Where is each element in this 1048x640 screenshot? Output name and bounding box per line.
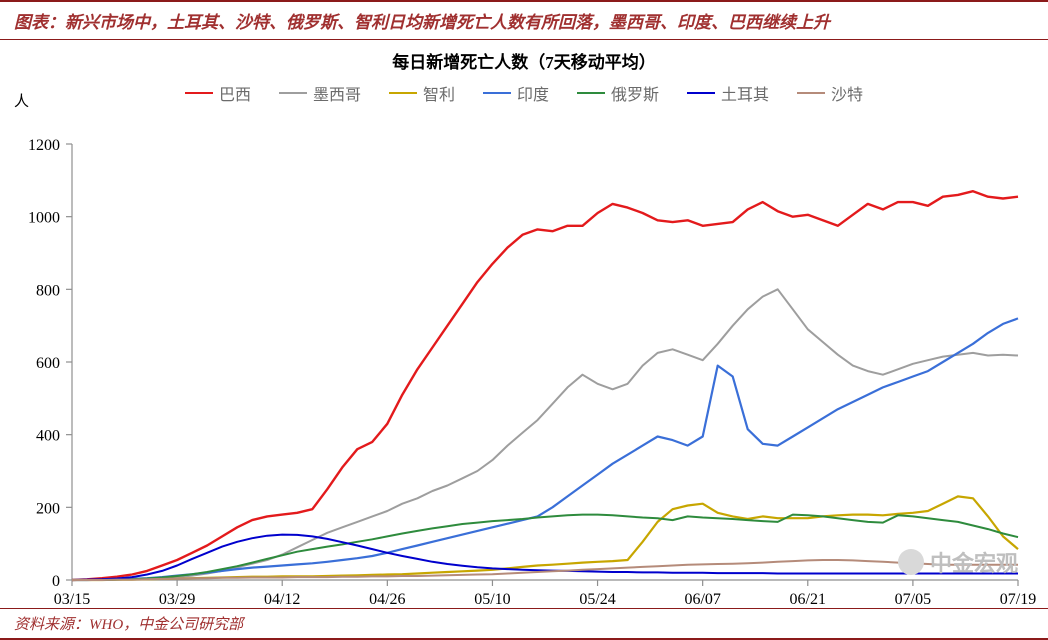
chart-figure: 图表：新兴市场中，土耳其、沙特、俄罗斯、智利日均新增死亡人数有所回落，墨西哥、印… (0, 0, 1048, 640)
svg-text:04/26: 04/26 (369, 591, 405, 608)
plot-svg: 0 200 400 600 800 1000 1200 03/15 03/29 04/12 04/2… (0, 48, 1048, 608)
svg-text:05/10: 05/10 (474, 591, 510, 608)
figure-footer: 资料来源：WHO，中金公司研究部 (0, 608, 1048, 640)
watermark: 中金宏观 (898, 546, 1018, 578)
svg-text:1200: 1200 (28, 137, 60, 154)
svg-text:400: 400 (36, 428, 60, 445)
svg-text:03/15: 03/15 (54, 591, 90, 608)
watermark-text: 中金宏观 (930, 546, 1018, 578)
chart-area: 每日新增死亡人数（7天移动平均） 巴西墨西哥智利印度俄罗斯土耳其沙特 人 020… (0, 48, 1048, 608)
series-墨西哥 (72, 289, 1018, 580)
svg-text:1000: 1000 (28, 210, 60, 227)
svg-text:05/24: 05/24 (579, 591, 615, 608)
svg-text:07/05: 07/05 (895, 591, 931, 608)
footer-text: 资料来源：WHO，中金公司研究部 (14, 617, 243, 633)
svg-text:06/07: 06/07 (684, 591, 720, 608)
svg-text:04/12: 04/12 (264, 591, 300, 608)
svg-text:600: 600 (36, 355, 60, 372)
svg-text:200: 200 (36, 500, 60, 517)
figure-header: 图表：新兴市场中，土耳其、沙特、俄罗斯、智利日均新增死亡人数有所回落，墨西哥、印… (0, 0, 1048, 40)
svg-text:06/21: 06/21 (790, 591, 826, 608)
svg-text:0: 0 (52, 573, 60, 590)
series-智利 (72, 496, 1018, 580)
header-prefix: 图表： (14, 13, 65, 32)
svg-text:07/19: 07/19 (1000, 591, 1036, 608)
header-text: 新兴市场中，土耳其、沙特、俄罗斯、智利日均新增死亡人数有所回落，墨西哥、印度、巴… (65, 13, 830, 32)
watermark-icon (898, 549, 924, 575)
svg-text:800: 800 (36, 282, 60, 299)
svg-text:03/29: 03/29 (159, 591, 195, 608)
